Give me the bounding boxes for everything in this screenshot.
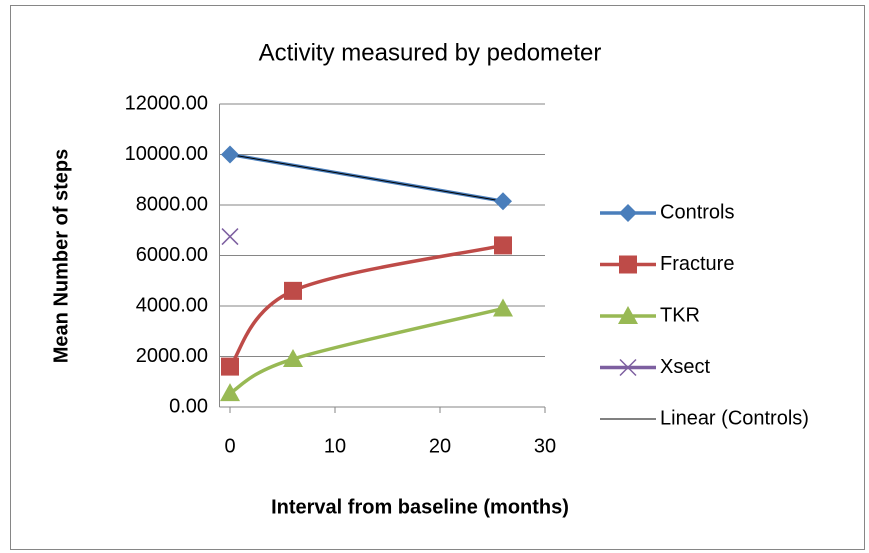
y-tick-label: 6000.00 — [136, 244, 208, 266]
y-tick-label: 4000.00 — [136, 294, 208, 316]
trend-line — [229, 154, 504, 202]
marker — [220, 383, 240, 402]
y-tick-label: 8000.00 — [136, 193, 208, 215]
y-tick-label: 10000.00 — [125, 143, 208, 165]
marker — [221, 357, 239, 376]
legend-label: Controls — [660, 201, 734, 223]
marker — [619, 204, 637, 222]
legend-label: Xsect — [660, 356, 710, 378]
chart-frame — [10, 5, 865, 550]
marker — [619, 358, 637, 377]
x-axis-label: Interval from baseline (months) — [271, 496, 569, 518]
y-tick-label: 0.00 — [169, 395, 208, 417]
legend-label: Fracture — [660, 253, 734, 275]
x-tick-label: 10 — [324, 435, 346, 457]
series-line — [229, 306, 504, 395]
marker — [494, 192, 512, 211]
x-tick-label: 0 — [224, 435, 235, 457]
x-tick-label: 20 — [429, 435, 451, 457]
y-tick-label: 12000.00 — [125, 92, 208, 114]
marker — [493, 298, 513, 317]
marker — [619, 255, 637, 274]
marker — [284, 281, 302, 300]
marker — [221, 145, 239, 164]
y-axis-label: Mean Number of steps — [50, 149, 72, 363]
y-tick-label: 2000.00 — [136, 345, 208, 367]
series-line — [228, 243, 504, 368]
marker — [283, 349, 303, 368]
legend-label: TKR — [660, 304, 700, 326]
chart-title: Activity measured by pedometer — [259, 39, 602, 66]
marker — [618, 306, 638, 324]
legend-label: Linear (Controls) — [660, 407, 809, 429]
x-tick-label: 30 — [534, 435, 556, 457]
marker — [494, 236, 512, 255]
marker — [221, 228, 239, 246]
